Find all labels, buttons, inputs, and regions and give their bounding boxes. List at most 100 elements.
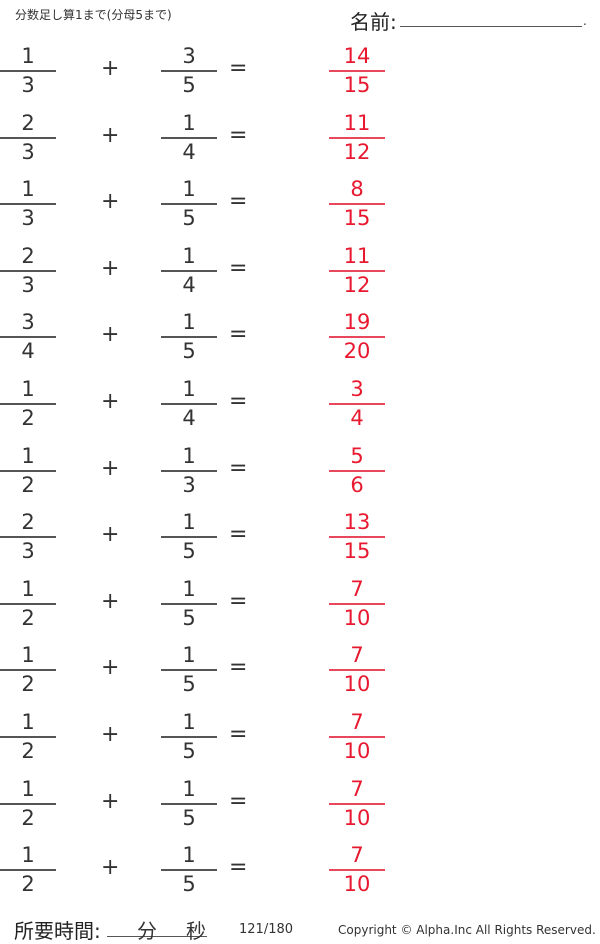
denominator: 4 — [182, 272, 196, 297]
fraction-bar — [329, 536, 385, 539]
plus-sign: + — [101, 522, 120, 548]
problem-row: 3 4 + 1 5 = 19 20 — [0, 310, 600, 370]
plus-sign: + — [101, 389, 120, 414]
denominator: 10 — [343, 605, 371, 630]
fraction-bar — [0, 403, 56, 405]
fraction-bar — [161, 669, 217, 672]
denominator: 10 — [343, 739, 371, 763]
fraction-bar — [329, 469, 385, 472]
numerator: 1 — [182, 710, 196, 734]
fraction-bar — [161, 536, 217, 539]
fraction-bar — [329, 602, 385, 605]
numerator: 2 — [21, 243, 35, 268]
problem-row: 1 2 + 1 5 = 7 10 — [0, 843, 600, 903]
equals-sign: = — [229, 788, 248, 814]
numerator: 1 — [21, 177, 35, 202]
name-field-line — [400, 26, 582, 27]
fraction-bar — [161, 602, 217, 605]
copyright: Copyright © Alpha.Inc All Rights Reserve… — [338, 923, 596, 937]
denominator: 5 — [182, 605, 196, 630]
time-label: 所要時間: — [14, 919, 101, 943]
fraction-bar — [0, 336, 56, 339]
numerator: 7 — [350, 710, 364, 734]
numerator: 1 — [182, 243, 196, 268]
denominator: 2 — [21, 872, 35, 897]
numerator: 3 — [21, 310, 35, 335]
fraction-bar — [329, 203, 385, 206]
equals-sign: = — [229, 722, 248, 747]
denominator: 4 — [182, 139, 196, 164]
denominator: 5 — [182, 805, 196, 830]
denominator: 2 — [21, 805, 35, 830]
fraction-bar — [0, 536, 56, 539]
denominator: 15 — [343, 73, 371, 97]
fraction-bar — [0, 70, 56, 72]
plus-sign: + — [101, 255, 120, 281]
denominator: 3 — [21, 206, 35, 231]
numerator: 2 — [21, 510, 35, 535]
equals-sign: = — [229, 56, 248, 81]
numerator: 1 — [21, 843, 35, 868]
fraction-bar — [329, 269, 385, 272]
fraction-bar — [0, 669, 56, 672]
denominator: 4 — [21, 339, 35, 364]
denominator: 5 — [182, 73, 196, 97]
fraction-bar — [329, 802, 385, 805]
plus-sign: + — [101, 122, 120, 148]
denominator: 20 — [343, 339, 371, 364]
fraction-bar — [161, 136, 217, 139]
numerator: 1 — [21, 710, 35, 734]
numerator: 1 — [21, 443, 35, 468]
worksheet-title: 分数足し算1まで(分母5まで) — [15, 8, 172, 22]
numerator: 7 — [350, 776, 364, 801]
numerator: 7 — [350, 843, 364, 868]
numerator: 13 — [343, 510, 371, 535]
plus-sign: + — [101, 322, 120, 348]
problem-row: 2 3 + 1 4 = 11 12 — [0, 111, 600, 171]
numerator: 11 — [343, 243, 371, 268]
denominator: 4 — [350, 406, 364, 430]
numerator: 11 — [343, 110, 371, 135]
numerator: 1 — [21, 776, 35, 801]
numerator: 1 — [21, 44, 35, 68]
numerator: 19 — [343, 310, 371, 335]
problem-row: 1 3 + 1 5 = 8 15 — [0, 177, 600, 237]
fraction-bar — [0, 469, 56, 472]
denominator: 15 — [343, 539, 371, 564]
fraction-bar — [161, 336, 217, 339]
numerator: 1 — [182, 177, 196, 202]
denominator: 5 — [182, 206, 196, 231]
denominator: 3 — [182, 472, 196, 497]
denominator: 2 — [21, 472, 35, 497]
denominator: 6 — [350, 472, 364, 497]
denominator: 3 — [21, 73, 35, 97]
denominator: 5 — [182, 739, 196, 763]
numerator: 7 — [350, 576, 364, 601]
denominator: 10 — [343, 805, 371, 830]
denominator: 2 — [21, 739, 35, 763]
name-end-mark: . — [583, 14, 587, 28]
fraction-bar — [161, 403, 217, 405]
equals-sign: = — [229, 588, 248, 614]
problem-row: 1 2 + 1 5 = 7 10 — [0, 777, 600, 837]
plus-sign: + — [101, 655, 120, 681]
numerator: 1 — [182, 510, 196, 535]
numerator: 5 — [350, 443, 364, 468]
fraction-bar — [0, 136, 56, 139]
problem-row: 2 3 + 1 5 = 13 15 — [0, 510, 600, 570]
fraction-bar — [161, 869, 217, 872]
fraction-bar — [329, 669, 385, 672]
numerator: 2 — [21, 110, 35, 135]
numerator: 14 — [343, 44, 371, 68]
equals-sign: = — [229, 122, 248, 148]
name-label: 名前: — [350, 10, 397, 34]
denominator: 3 — [21, 272, 35, 297]
fraction-bar — [161, 736, 217, 738]
numerator: 1 — [182, 776, 196, 801]
fraction-bar — [329, 136, 385, 139]
problem-row: 1 2 + 1 4 = 3 4 — [0, 377, 600, 437]
numerator: 1 — [182, 576, 196, 601]
numerator: 8 — [350, 177, 364, 202]
numerator: 1 — [182, 443, 196, 468]
denominator: 12 — [343, 139, 371, 164]
